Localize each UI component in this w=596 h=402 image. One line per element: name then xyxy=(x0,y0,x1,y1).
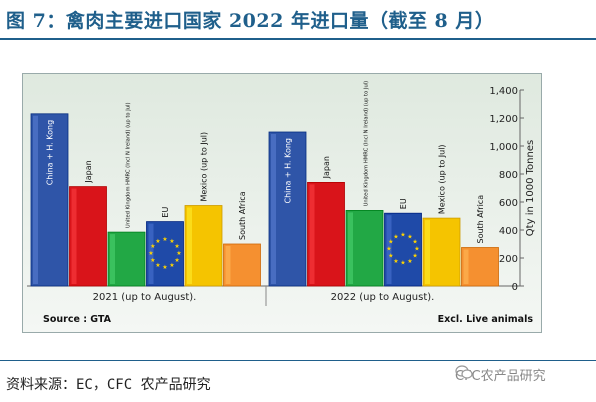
bar-highlight xyxy=(225,246,231,284)
eu-flag-star: ★ xyxy=(174,243,179,250)
eu-flag-star: ★ xyxy=(155,238,160,245)
chart-panel: 0 200 400 600 800 1,000 1,200 1,400 Qty in 1000 … xyxy=(22,73,542,333)
eu-flag-star: ★ xyxy=(162,264,167,271)
watermark-text: CFC农产品研究 xyxy=(455,369,546,384)
bar-highlight xyxy=(148,223,154,284)
figure-title: 图 7：禽肉主要进口国家 2022 年进口量（截至 8 月） xyxy=(6,10,495,32)
eu-flag-star: ★ xyxy=(148,250,153,257)
category-label: United Kingdom HMRC (Incl N Ireland) (up… xyxy=(126,102,132,228)
eu-flag-star: ★ xyxy=(386,246,391,253)
y-tick-label: 1,400 xyxy=(489,86,518,97)
eu-flag-star: ★ xyxy=(400,232,405,239)
bar-highlight xyxy=(187,207,192,284)
eu-flag-star: ★ xyxy=(393,258,398,265)
category-label: Mexico (up to Jul) xyxy=(200,132,209,202)
group-label: 2021 (up to August). xyxy=(93,292,197,303)
footer-divider xyxy=(0,360,596,361)
y-tick-label: 200 xyxy=(499,254,518,265)
eu-flag-star: ★ xyxy=(388,253,393,260)
eu-flag-star: ★ xyxy=(150,257,155,264)
bar-highlight xyxy=(110,234,115,284)
y-tick-label: 0 xyxy=(512,282,518,293)
y-tick-label: 1,200 xyxy=(489,114,518,125)
eu-flag-star: ★ xyxy=(176,250,181,257)
eu-flag-star: ★ xyxy=(162,236,167,243)
bar-chart: 0 200 400 600 800 1,000 1,200 1,400 Qty in 1000 … xyxy=(23,74,541,332)
eu-flag-star: ★ xyxy=(150,243,155,250)
title-divider xyxy=(0,38,596,40)
eu-flag-star: ★ xyxy=(393,234,398,241)
watermark: CFC农产品研究 xyxy=(455,365,546,384)
source-note: 资料来源：EC，CFC 农产品研究 xyxy=(6,377,211,393)
category-label: EU xyxy=(161,207,170,218)
eu-flag-star: ★ xyxy=(155,262,160,269)
eu-flag-star: ★ xyxy=(169,238,174,245)
category-label: South Africa xyxy=(238,191,247,240)
category-label: Japan xyxy=(322,156,331,179)
chart-source-label: Source : GTA xyxy=(43,314,112,325)
category-label: China + H. Kong xyxy=(284,138,293,204)
bar-highlight xyxy=(33,115,38,284)
eu-flag-star: ★ xyxy=(400,260,405,267)
bar-highlight xyxy=(309,184,315,284)
group-label: 2022 (up to August). xyxy=(331,292,435,303)
category-label: Mexico (up to Jul) xyxy=(438,144,447,214)
y-tick-label: 800 xyxy=(499,170,518,181)
category-label: United Kingdom HMRC (Incl N Ireland) (up… xyxy=(364,81,370,207)
category-label: Japan xyxy=(84,160,93,183)
bar-highlight xyxy=(425,220,430,284)
y-tick-label: 600 xyxy=(499,198,518,209)
bar-highlight xyxy=(463,249,469,284)
wechat-icon xyxy=(455,365,473,379)
eu-flag-star: ★ xyxy=(407,234,412,241)
bar-highlight xyxy=(386,215,392,284)
eu-flag-star: ★ xyxy=(169,262,174,269)
category-label: South Africa xyxy=(476,195,485,244)
eu-flag-star: ★ xyxy=(174,257,179,264)
y-tick-label: 400 xyxy=(499,226,518,237)
category-label: EU xyxy=(399,198,408,209)
eu-flag-star: ★ xyxy=(414,246,419,253)
bar-highlight xyxy=(71,188,77,284)
y-axis-label: Qty in 1000 Tonnes xyxy=(525,140,536,236)
eu-flag-star: ★ xyxy=(407,258,412,265)
y-tick-label: 1,000 xyxy=(489,142,518,153)
category-label: China + H. Kong xyxy=(46,120,55,186)
chart-exclusion-note: Excl. Live animals xyxy=(438,314,534,325)
eu-flag-star: ★ xyxy=(412,253,417,260)
eu-flag-star: ★ xyxy=(412,239,417,246)
eu-flag-star: ★ xyxy=(388,239,393,246)
bar-highlight xyxy=(348,212,353,284)
bar-highlight xyxy=(271,134,276,284)
